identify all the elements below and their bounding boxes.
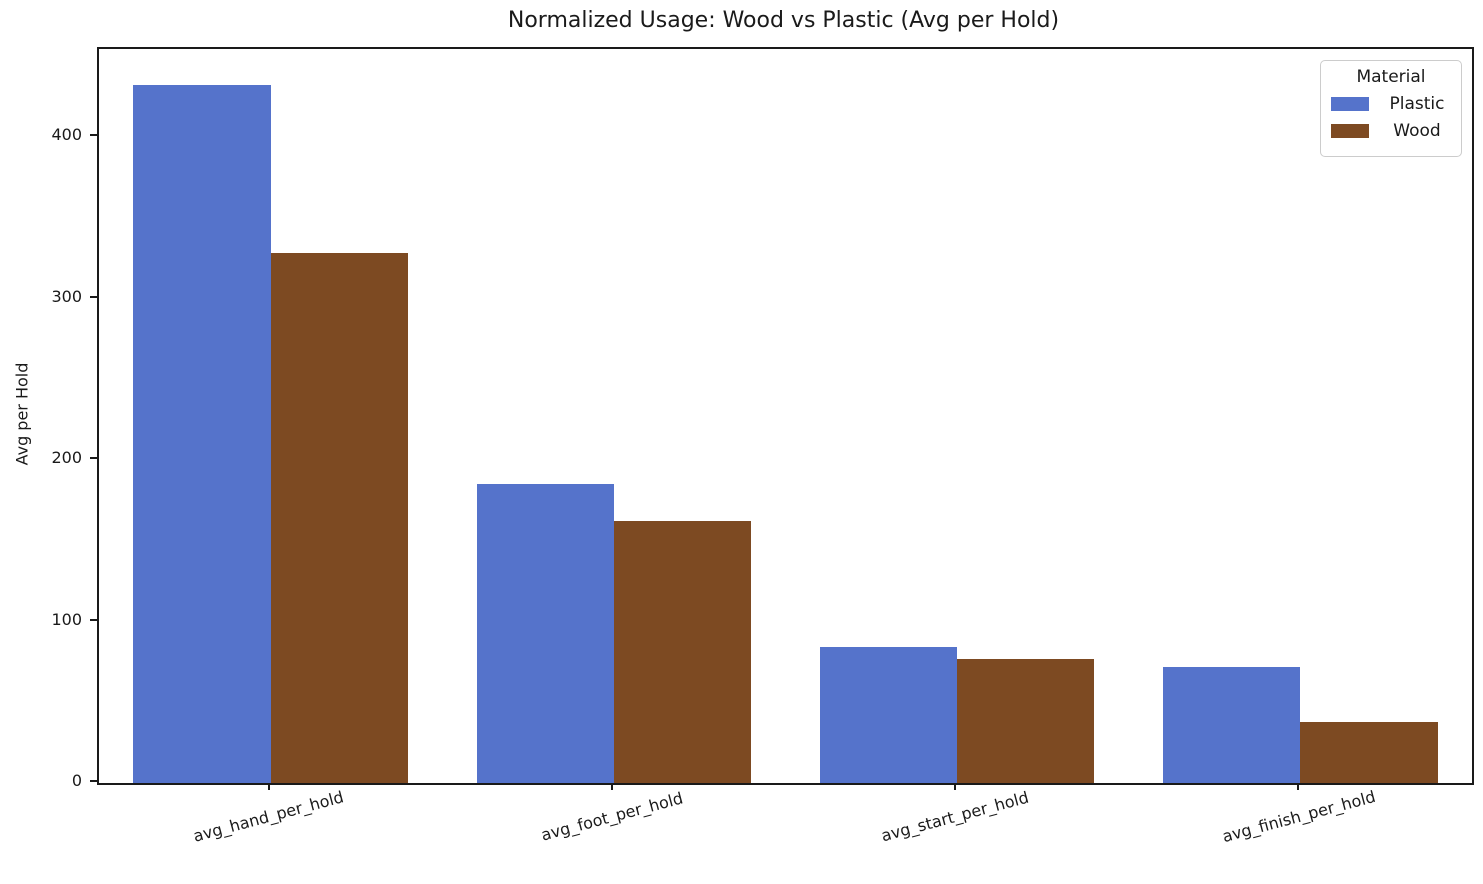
x-tick-mark <box>610 783 613 790</box>
wood-color-swatch <box>1331 124 1369 138</box>
bar-wood-avg_finish_per_hold <box>1300 721 1438 783</box>
plot-area: Material Plastic Wood <box>97 47 1474 785</box>
y-tick-mark <box>90 780 97 782</box>
x-tick-label: avg_foot_per_hold <box>538 788 685 845</box>
y-tick-mark <box>90 618 97 621</box>
bar-plastic-avg_foot_per_hold <box>476 484 614 783</box>
x-tick-label: avg_hand_per_hold <box>191 787 346 846</box>
x-tick-label: avg_finish_per_hold <box>1219 786 1378 847</box>
plastic-color-swatch <box>1331 97 1369 111</box>
legend: Material Plastic Wood <box>1320 60 1462 157</box>
bar-wood-avg_foot_per_hold <box>613 521 752 783</box>
x-tick-label-wrap: avg_hand_per_hold <box>69 787 469 877</box>
x-tick-mark <box>1297 783 1300 790</box>
y-tick-mark <box>90 457 97 459</box>
legend-label-wood: Wood <box>1393 121 1441 141</box>
bar-plastic-avg_finish_per_hold <box>1163 666 1301 783</box>
bar-plastic-avg_start_per_hold <box>819 647 958 783</box>
bar-wood-avg_start_per_hold <box>957 658 1095 783</box>
y-axis-label: Avg per Hold <box>12 362 32 466</box>
y-tick-label: 300 <box>51 286 82 306</box>
x-tick-label-wrap: avg_start_per_hold <box>755 788 1155 877</box>
x-tick-label-wrap: avg_finish_per_hold <box>1098 787 1483 877</box>
x-tick-mark <box>267 783 270 790</box>
x-tick-label: avg_start_per_hold <box>879 787 1031 846</box>
y-tick-label: 400 <box>51 125 82 144</box>
legend-item-wood: Wood <box>1331 121 1453 141</box>
y-tick-label: 200 <box>51 448 82 467</box>
legend-item-plastic: Plastic <box>1331 94 1453 114</box>
y-tick-label: 100 <box>51 609 82 629</box>
legend-title: Material <box>1356 67 1426 87</box>
y-tick-label: 0 <box>71 771 82 790</box>
x-tick-label-wrap: avg_foot_per_hold <box>412 788 812 877</box>
bar-plastic-avg_hand_per_hold <box>133 85 271 783</box>
y-tick-mark <box>90 134 97 136</box>
x-tick-mark <box>954 783 957 790</box>
y-tick-mark <box>90 295 97 298</box>
chart-title: Normalized Usage: Wood vs Plastic (Avg p… <box>507 8 1060 33</box>
legend-label-plastic: Plastic <box>1389 94 1445 114</box>
bar-wood-avg_hand_per_hold <box>270 253 408 783</box>
